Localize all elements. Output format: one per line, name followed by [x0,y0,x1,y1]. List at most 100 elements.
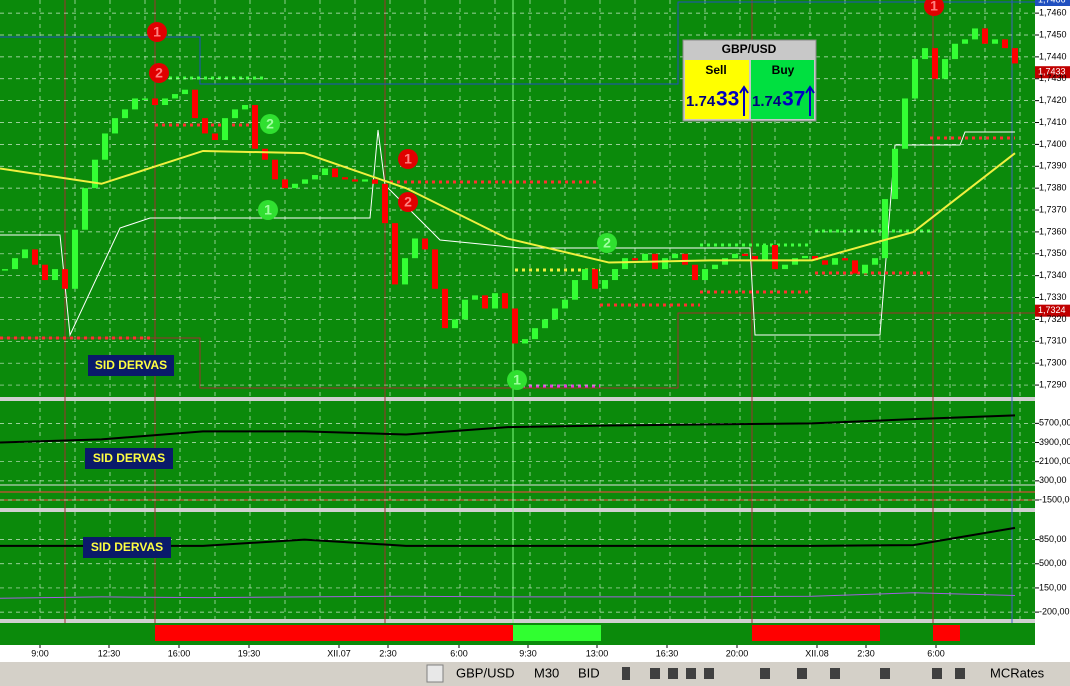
candle [72,229,78,289]
time-axis [0,645,1070,663]
candle [52,269,58,281]
candle [62,269,68,289]
label-box [85,448,173,469]
candle [142,98,148,100]
y-tick-label: 1,7360 [1039,226,1067,236]
x-tick-label: 19:30 [238,648,261,658]
candle [612,269,618,281]
candle [502,293,508,309]
candle [872,258,878,265]
candle [152,98,158,106]
tool-icon[interactable] [704,668,714,679]
time-axis-labels: 9:00 12:30 16:00 19:30 XII.07 2:30 6:00 9:30 13:… [31,645,945,658]
buy-button[interactable] [751,60,814,119]
label-box [83,537,171,558]
price-marker [1035,304,1070,317]
candle [982,28,988,44]
candle [382,183,388,224]
candle [882,199,888,259]
tool-icon[interactable] [955,668,965,679]
signal-number: 2 [266,116,274,132]
candle [162,98,168,106]
signal-number: 1 [404,151,412,167]
candle [702,269,708,281]
scroll-button[interactable] [426,664,444,683]
x-tick-label: 6:00 [927,648,945,658]
symbol-selector[interactable]: GBP/USD [456,665,515,680]
feed-selector[interactable]: MCRates [990,665,1045,680]
signal-number: 2 [404,194,412,210]
candle [682,253,688,265]
tool-icon[interactable] [622,667,630,680]
tool-icon[interactable] [668,668,678,679]
signal-circle [924,0,944,16]
x-tick-label: 20:00 [726,648,749,658]
candle [412,238,418,259]
x-tick-label: 13:00 [586,648,609,658]
candle [842,258,848,261]
x-tick-label: 9:00 [31,648,49,658]
candle [322,168,328,176]
y-tick-label: 1,7380 [1039,183,1067,193]
candle [772,245,778,270]
signal-circle [507,370,527,390]
candle [692,264,698,281]
tool-icon[interactable] [760,668,770,679]
indicator-line-secondary [0,592,1016,599]
tool-icon[interactable] [830,668,840,679]
buy-price-pips: 37 [782,88,805,111]
candle [902,98,908,149]
tool-icon[interactable] [797,668,807,679]
tool-icon[interactable] [880,668,890,679]
candle [512,308,518,344]
signal-circle [147,22,167,42]
price-marker [1035,0,1070,6]
candle [522,339,528,344]
candle [552,308,558,320]
candle [392,223,398,285]
y-tick-label: -1500,00 [1039,494,1070,504]
timeframe-selector[interactable]: M30 [534,665,559,680]
candle [492,293,498,309]
x-tick-label: 9:30 [519,648,537,658]
y-tick-label: -200,00 [1039,606,1070,616]
candle [342,177,348,180]
tool-icon[interactable] [650,668,660,679]
y-tick-label: 1,7350 [1039,248,1067,258]
y-tick-label: 1,7290 [1039,379,1067,389]
candle [1002,39,1008,49]
tool-icon[interactable] [932,668,942,679]
toolbar-icons[interactable] [622,667,965,680]
x-tick-label: 2:30 [857,648,875,658]
indicator-label: SID DERVAS [93,451,165,465]
y-tick-label: 1,7390 [1039,161,1067,171]
signal-segment [513,625,601,641]
tool-icon[interactable] [686,668,696,679]
price-marker [1035,66,1070,79]
candle [932,48,938,79]
candle [362,179,368,182]
price-selector[interactable]: BID [578,665,600,680]
candle [752,255,758,261]
x-tick-label: 12:30 [98,648,121,658]
candle [202,118,208,134]
price-marker-label: 1,7324 [1038,305,1066,315]
candle [82,188,88,230]
y-tick-label: 2100,00 [1039,456,1070,466]
y-tick-label: 1,7370 [1039,204,1067,214]
y-tick-label: 150,00 [1039,582,1067,592]
signal-segment [933,625,960,641]
candle [722,258,728,265]
candle [432,249,438,289]
y-tick-label: 1,7330 [1039,292,1067,302]
sell-button[interactable] [685,60,749,119]
candle [332,168,338,178]
x-tick-label: 2:30 [379,648,397,658]
signal-number: 1 [930,0,938,14]
dotted-levels [0,76,1015,388]
candle [422,238,428,250]
trade-ticket[interactable]: GBP/USD Sell Buy 1.74 33 1.74 37 [682,39,817,122]
indicator-label: SID DERVAS [91,540,163,554]
